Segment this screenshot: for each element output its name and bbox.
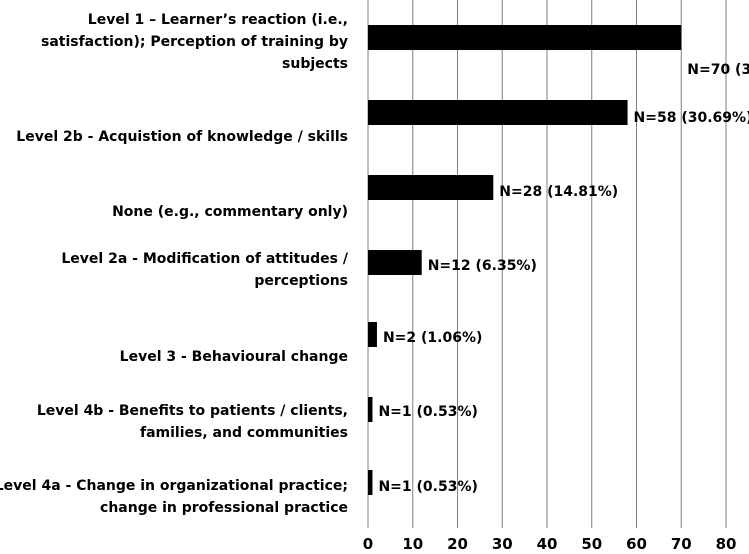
x-tick-label: 70 (671, 535, 692, 553)
bar (368, 470, 373, 495)
x-tick-label: 60 (626, 535, 647, 553)
data-label: N=70 (37.04%) (687, 62, 749, 78)
bar (368, 322, 377, 347)
category-label: Level 2b - Acquistion of knowledge / ski… (16, 129, 348, 145)
data-label: N=2 (1.06%) (383, 330, 482, 346)
bar (368, 250, 422, 275)
x-tick-label: 20 (447, 535, 468, 553)
category-label: Level 3 - Behavioural change (120, 349, 348, 365)
data-label: N=1 (0.53%) (378, 479, 477, 495)
data-label: N=1 (0.53%) (378, 404, 477, 420)
data-label: N=28 (14.81%) (499, 184, 618, 200)
category-label: Level 1 – Learner’s reaction (i.e., satis… (41, 12, 348, 72)
bar (368, 25, 682, 50)
x-tick-label: 30 (492, 535, 513, 553)
x-tick-label: 40 (537, 535, 558, 553)
labels: 0 10 20 30 40 50 60 70 80 N=70 (37.04%) Level 1 – … (0, 12, 749, 553)
category-label: None (e.g., commentary only) (112, 204, 348, 220)
x-tick-label: 0 (363, 535, 373, 553)
x-tick-label: 50 (581, 535, 602, 553)
data-label: N=58 (30.69%) (634, 110, 749, 126)
x-tick-label: 10 (402, 535, 423, 553)
bar (368, 397, 373, 422)
bar (368, 100, 628, 125)
category-label: Level 2a - Modification of attitudes / pe… (61, 251, 348, 289)
category-label: Level 4a - Change in organizational prac… (0, 478, 348, 516)
data-label: N=12 (6.35%) (428, 258, 537, 274)
bars (368, 25, 682, 495)
grid-lines (367, 0, 727, 528)
bar (368, 175, 494, 200)
category-label: Level 4b - Benefits to patients / client… (37, 403, 348, 441)
x-tick-label: 80 (716, 535, 737, 553)
